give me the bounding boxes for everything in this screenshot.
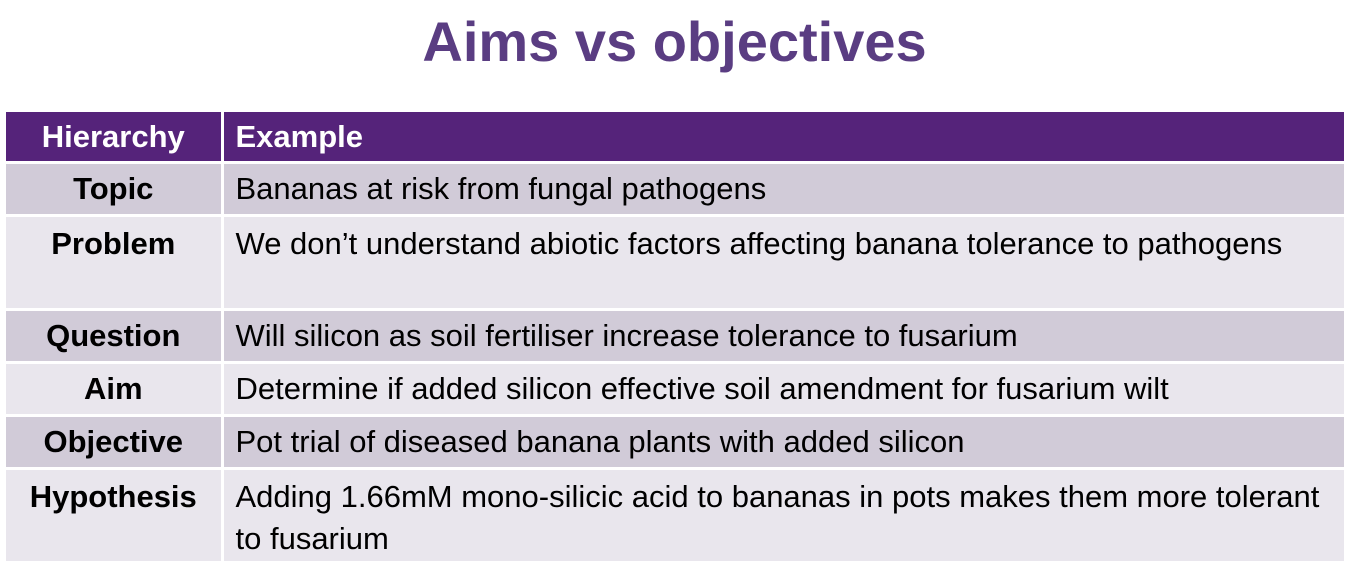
table-row-problem: Problem We don’t understand abiotic fact… <box>6 215 1344 311</box>
example-text: Will silicon as soil fertiliser increase… <box>222 309 1344 364</box>
hierarchy-level: Objective <box>6 415 224 470</box>
example-text: Determine if added silicon effective soi… <box>222 362 1344 417</box>
hierarchy-level: Aim <box>6 362 224 417</box>
table-header-row: Hierarchy Example <box>6 112 1344 164</box>
example-text: We don’t understand abiotic factors affe… <box>222 215 1344 311</box>
slide-title: Aims vs objectives <box>422 10 927 73</box>
example-text: Pot trial of diseased banana plants with… <box>222 415 1344 470</box>
table-row-objective: Objective Pot trial of diseased banana p… <box>6 415 1344 470</box>
column-header-example: Example <box>222 112 1344 164</box>
table-row-topic: Topic Bananas at risk from fungal pathog… <box>6 162 1344 217</box>
hierarchy-level: Problem <box>6 215 224 311</box>
column-header-hierarchy: Hierarchy <box>6 112 224 164</box>
example-text: Bananas at risk from fungal pathogens <box>222 162 1344 217</box>
hierarchy-table: Hierarchy Example Topic Bananas at risk … <box>6 112 1344 564</box>
table-row-question: Question Will silicon as soil fertiliser… <box>6 309 1344 364</box>
hierarchy-level: Question <box>6 309 224 364</box>
example-text: Adding 1.66mM mono-silicic acid to banan… <box>222 468 1344 564</box>
table-row-hypothesis: Hypothesis Adding 1.66mM mono-silicic ac… <box>6 468 1344 564</box>
hierarchy-level: Topic <box>6 162 224 217</box>
hierarchy-level: Hypothesis <box>6 468 224 564</box>
table-row-aim: Aim Determine if added silicon effective… <box>6 362 1344 417</box>
